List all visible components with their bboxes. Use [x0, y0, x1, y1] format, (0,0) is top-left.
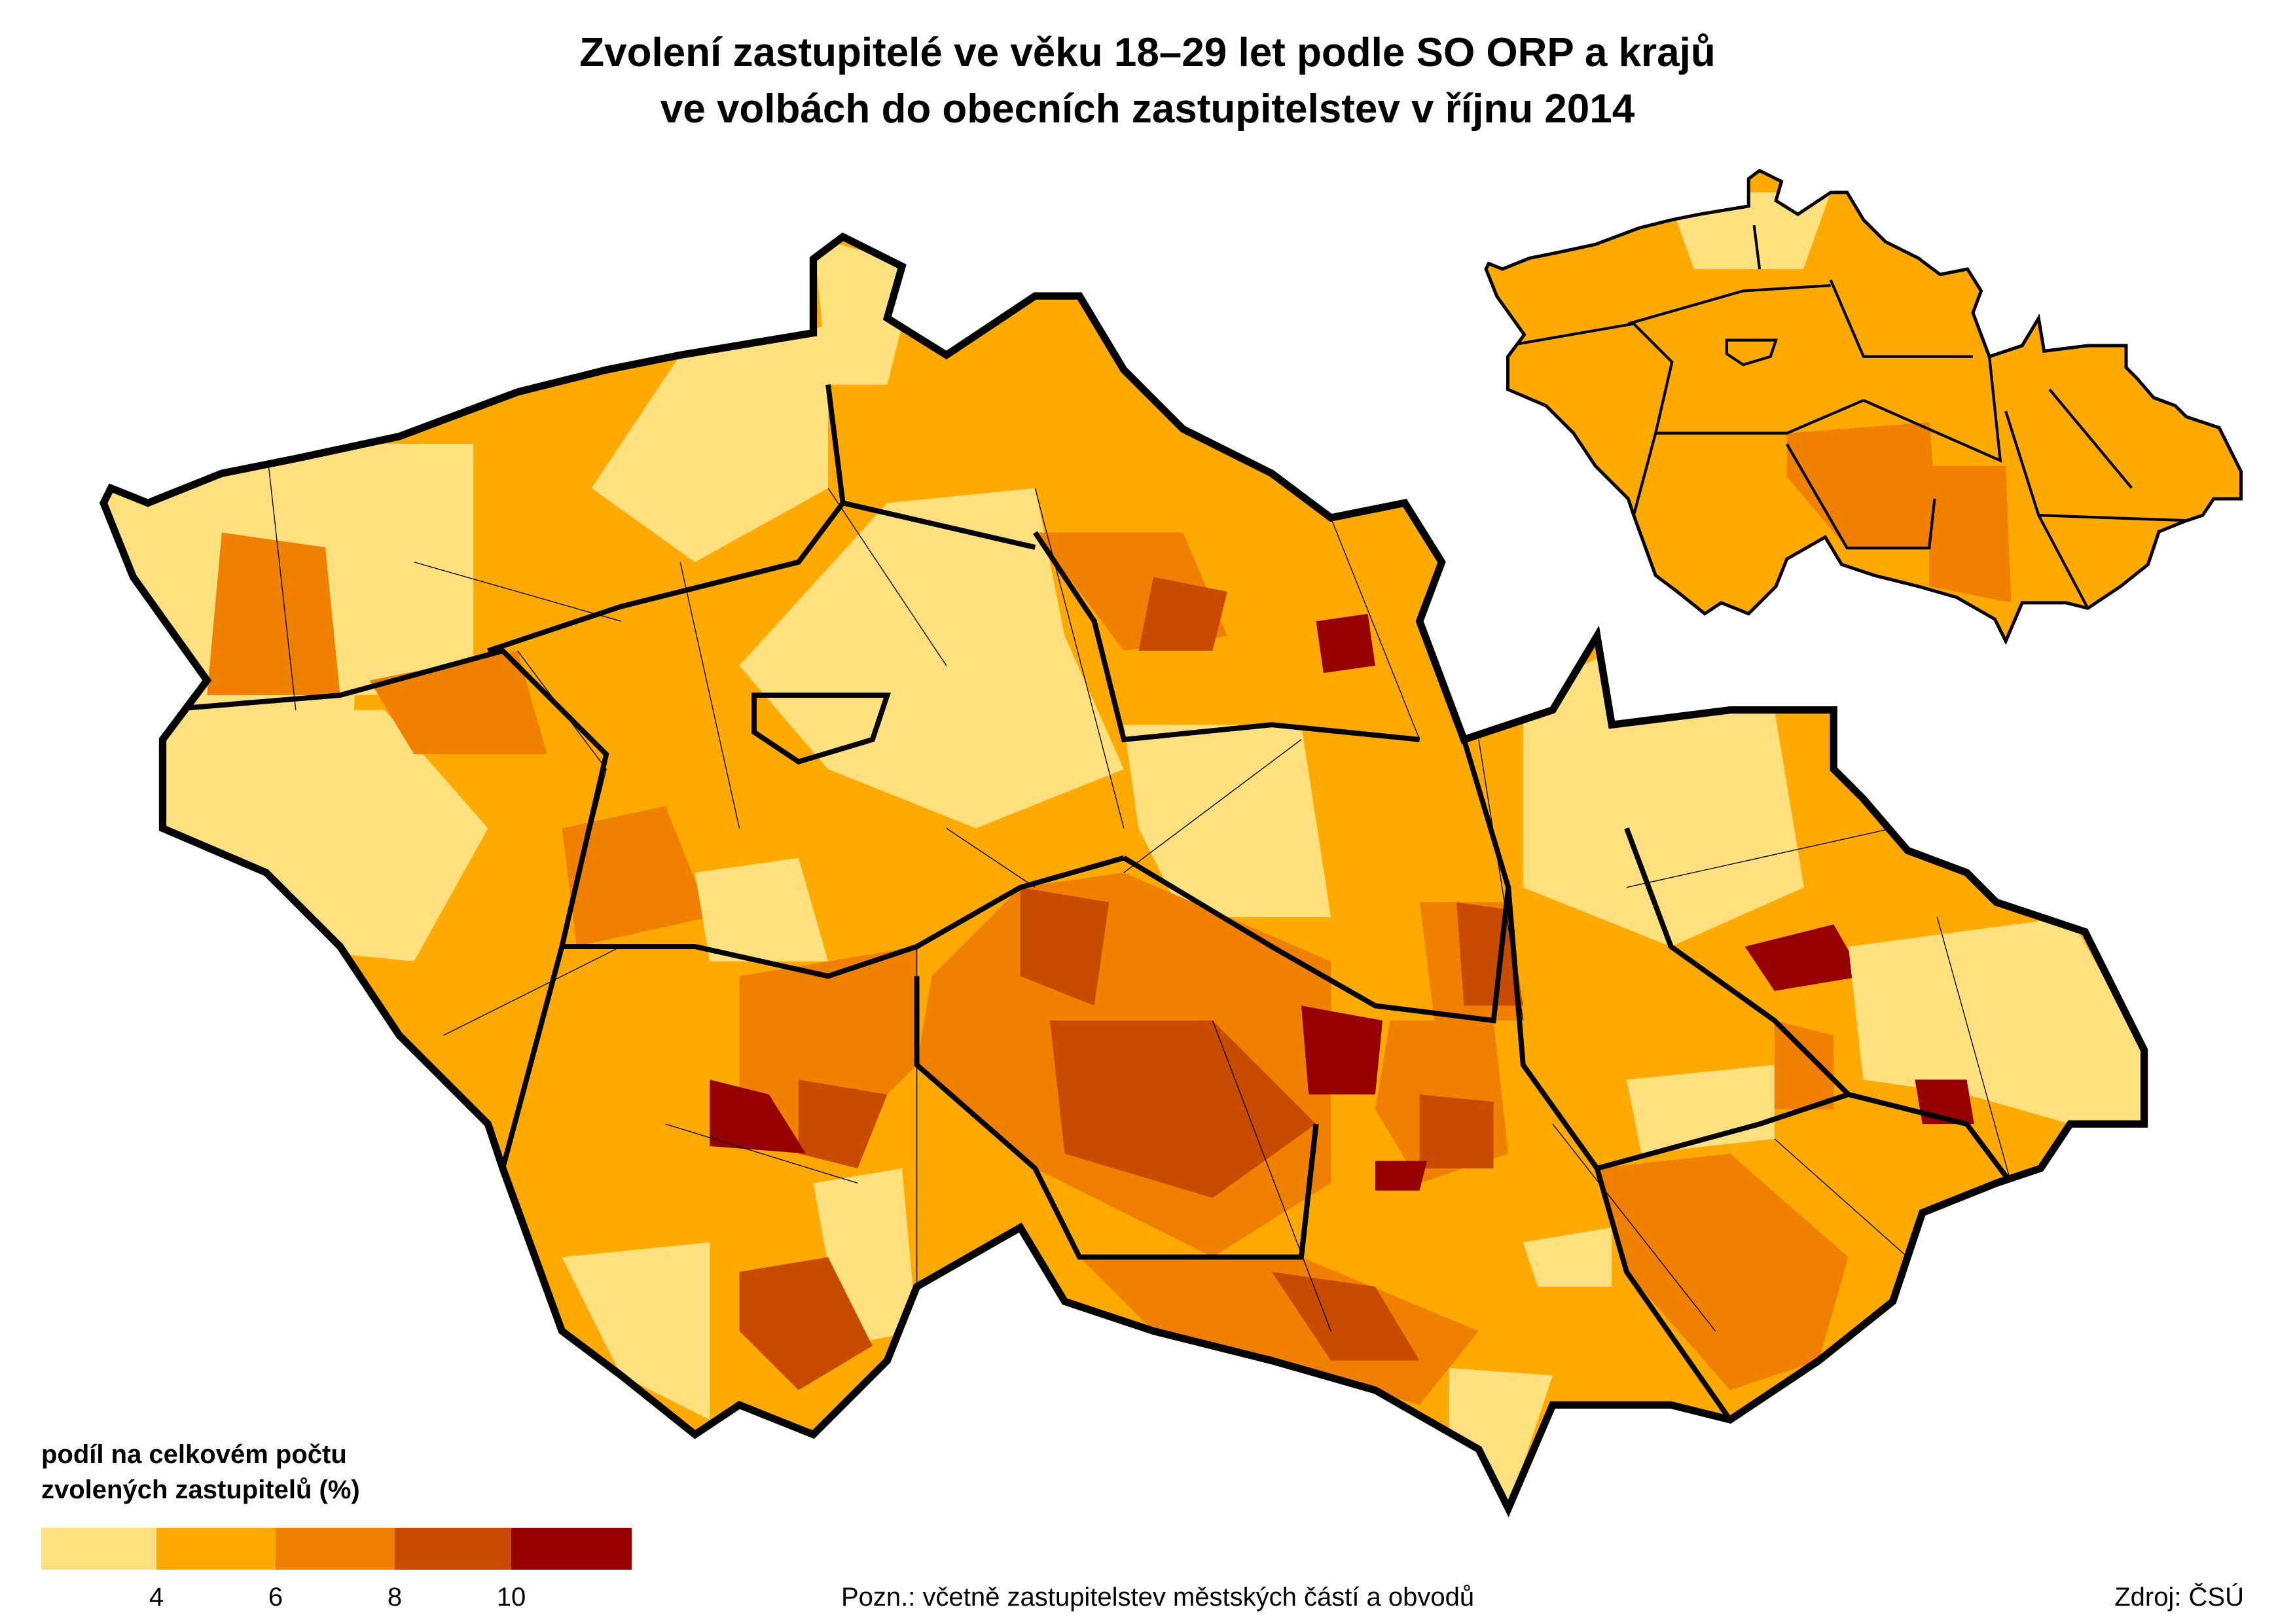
map-title: Zvolení zastupitelé ve věku 18–29 let po… [0, 25, 2295, 137]
footnote: Pozn.: včetně zastupitelstev městských č… [841, 1583, 1475, 1612]
legend-tick-label: 4 [149, 1583, 164, 1612]
legend-tick-label: 6 [268, 1583, 283, 1612]
inset-map-kraje [1448, 83, 2295, 684]
source-label: Zdroj: ČSÚ [2114, 1583, 2244, 1612]
legend-swatch [395, 1528, 511, 1570]
legend-swatch [156, 1528, 276, 1570]
orp-boundaries [265, 443, 2012, 1331]
title-line-2: ve volbách do obecních zastupitelstev v … [660, 86, 1635, 132]
legend-swatch [41, 1528, 156, 1570]
legend-tick-label: 8 [387, 1583, 403, 1612]
legend-title-line-1: podíl na celkovém počtu [41, 1440, 347, 1469]
legend-title-line-2: zvolených zastupitelů (%) [41, 1475, 360, 1504]
legend-swatch [511, 1528, 632, 1570]
legend-title: podíl na celkovém počtu zvolených zastup… [41, 1437, 360, 1507]
legend-tick-label: 10 [496, 1583, 526, 1612]
title-line-1: Zvolení zastupitelé ve věku 18–29 let po… [579, 30, 1716, 75]
legend-color-scale [41, 1528, 632, 1570]
legend-swatch [276, 1528, 395, 1570]
kraj-boundaries [162, 384, 2014, 1422]
